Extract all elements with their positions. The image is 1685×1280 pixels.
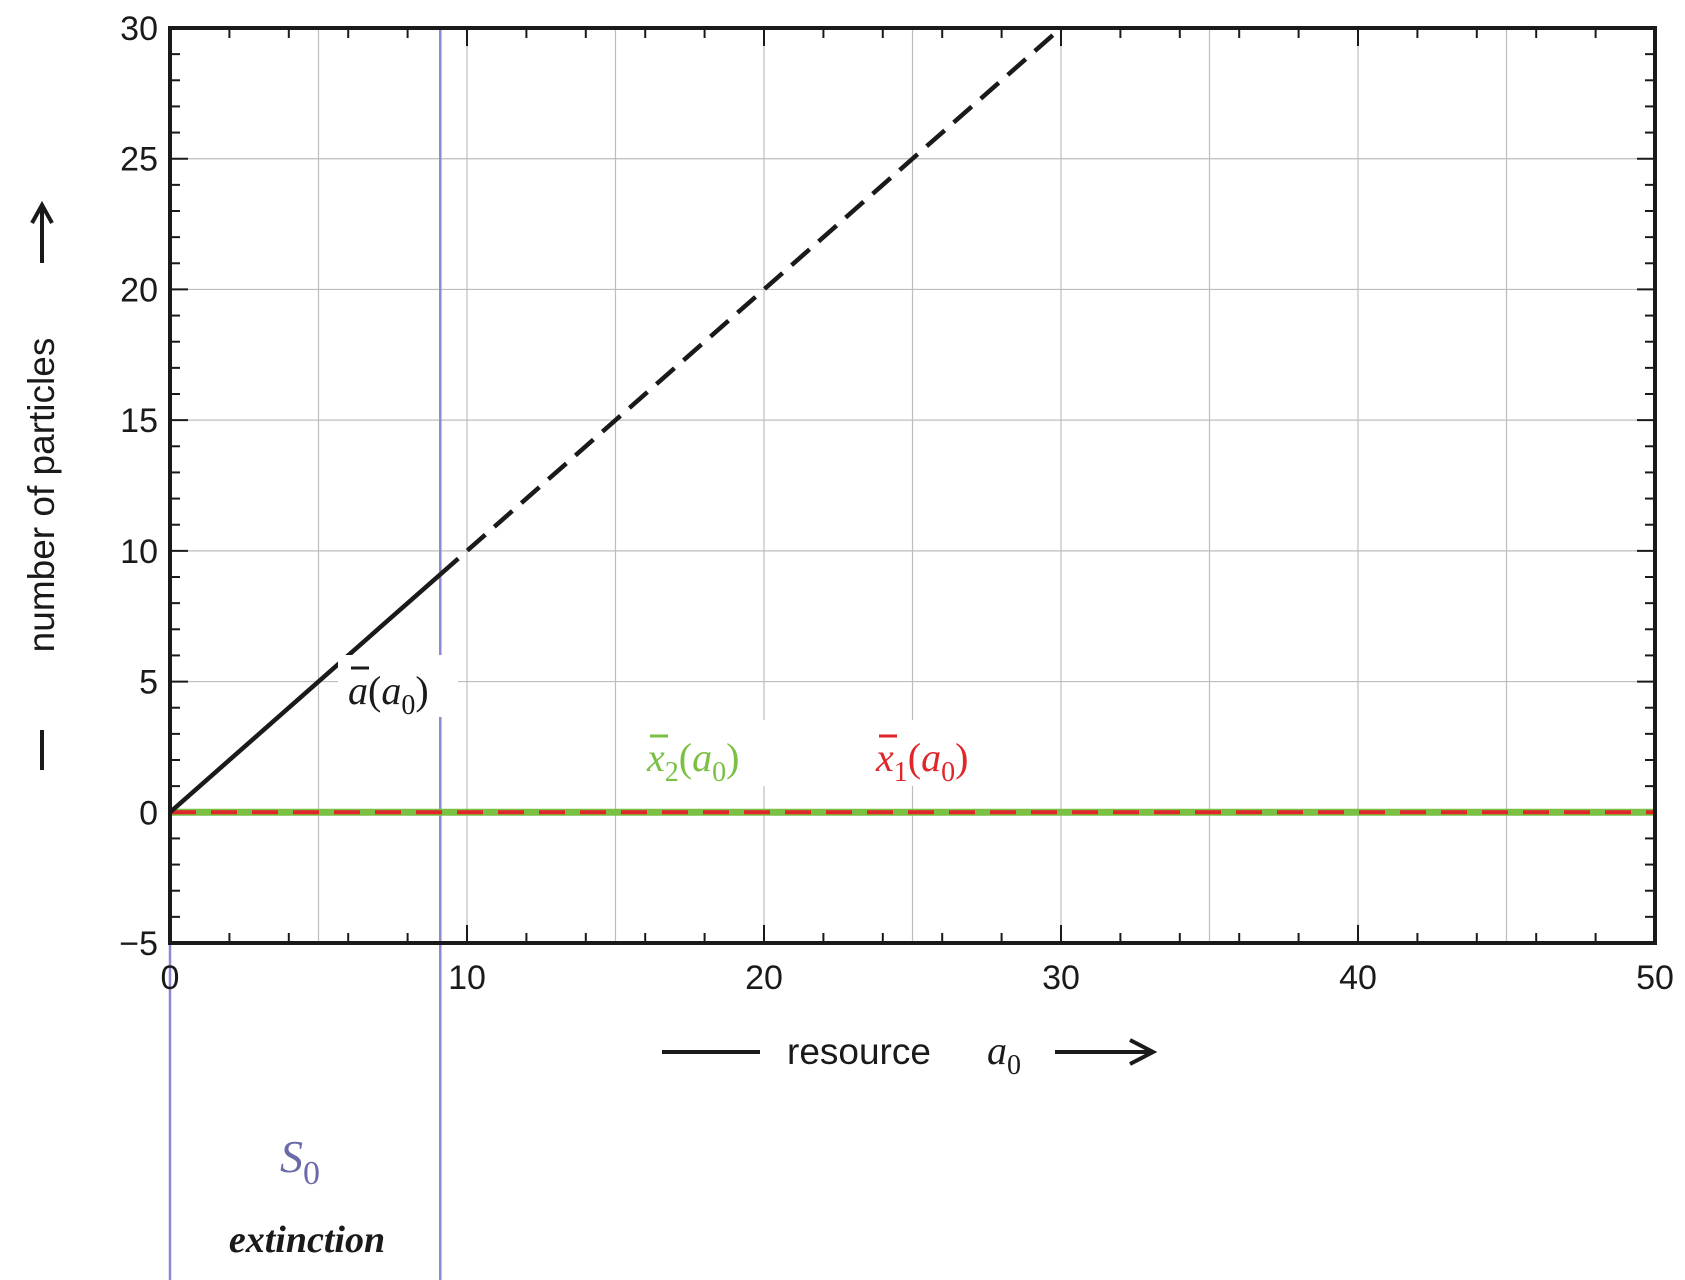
region-s0-description: extinction — [229, 1219, 385, 1261]
y-axis-title: number of particles — [21, 200, 62, 770]
x-axis-title-symbol: a0 — [987, 1028, 1021, 1081]
series-label-a-bar: a(a0) — [338, 655, 458, 721]
y-axis-title-arrow-head — [30, 200, 54, 224]
y-tick-label: 15 — [120, 402, 158, 440]
x-tick-label: 10 — [448, 959, 486, 997]
series-lines — [168, 26, 1655, 816]
series-label-x2-bar-text: x2(a0) — [646, 735, 739, 788]
x-tick-label: 20 — [745, 959, 783, 997]
series-label-x1-bar-text: x1(a0) — [875, 735, 968, 788]
series-label-x2-bar-background — [636, 720, 770, 786]
y-tick-label: −5 — [119, 925, 158, 963]
series-label-x2-bar: x2(a0) — [636, 720, 770, 788]
series-label-a-bar-text: a(a0) — [348, 668, 429, 721]
x-tick-label: 0 — [161, 959, 180, 997]
y-tick-label: 20 — [120, 271, 158, 309]
y-axis-title-text: number of particles — [21, 338, 62, 653]
y-tick-label: 0 — [139, 794, 158, 832]
y-tick-label: 25 — [120, 141, 158, 179]
y-tick-label: 30 — [120, 10, 158, 48]
grid-lines — [170, 28, 1655, 943]
region-s0-label: S0 extinction — [229, 1131, 385, 1261]
series-label-x1-bar: x1(a0) — [866, 720, 1000, 788]
y-tick-label: 5 — [139, 664, 158, 702]
y-tick-label: 10 — [120, 533, 158, 571]
region-boundaries — [168, 28, 442, 1280]
x-axis-title: resource a0 — [662, 1028, 1158, 1081]
series-label-a-bar-background — [338, 655, 458, 717]
x-tick-label: 30 — [1042, 959, 1080, 997]
x-tick-label: 40 — [1339, 959, 1377, 997]
series-line-a-bar-dashed — [438, 26, 1063, 577]
x-axis-title-text: resource — [787, 1031, 931, 1072]
plot-frame — [168, 26, 1657, 945]
x-axis-title-arrow-head — [1129, 1038, 1158, 1066]
x-tick-label: 50 — [1636, 959, 1674, 997]
region-s0-name: S0 — [280, 1131, 320, 1192]
series-label-x1-bar-background — [866, 720, 1000, 786]
series-line-a-bar-solid — [168, 572, 442, 814]
